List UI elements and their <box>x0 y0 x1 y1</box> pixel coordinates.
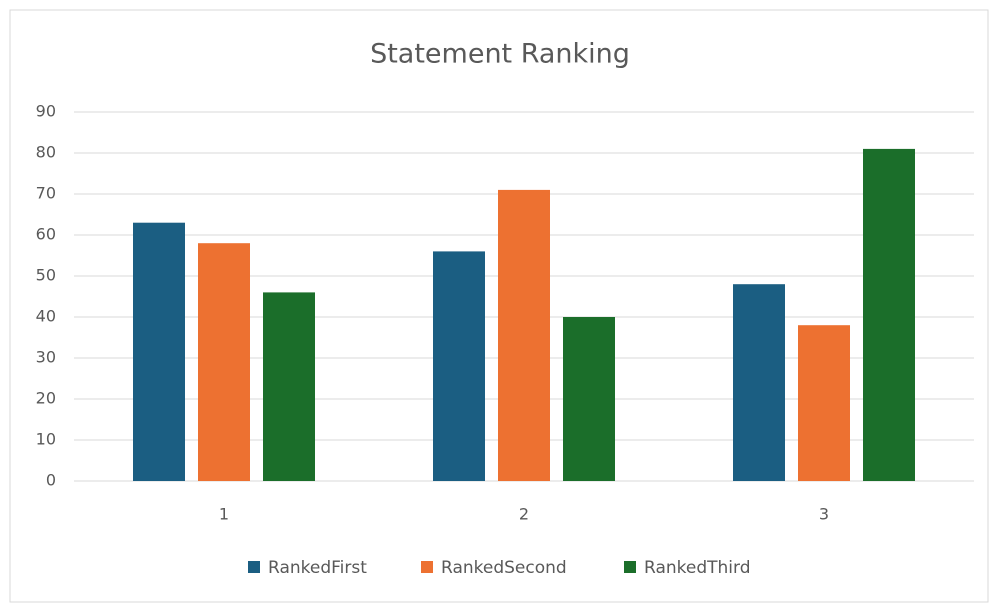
y-tick-label: 30 <box>36 348 56 367</box>
x-tick-label: 3 <box>819 505 829 524</box>
y-tick-label: 10 <box>36 430 56 449</box>
legend-label: RankedSecond <box>441 558 567 578</box>
bar <box>733 284 785 481</box>
y-tick-label: 80 <box>36 143 56 162</box>
legend-swatch <box>248 561 260 573</box>
y-tick-label: 40 <box>36 307 56 326</box>
chart-title: Statement Ranking <box>370 39 630 70</box>
legend-swatch <box>624 561 636 573</box>
bar <box>198 243 250 481</box>
y-tick-label: 50 <box>36 266 56 285</box>
x-tick-label: 2 <box>519 505 529 524</box>
y-tick-label: 70 <box>36 184 56 203</box>
bar <box>433 251 485 481</box>
bar <box>863 148 915 481</box>
bar <box>563 317 615 481</box>
bar <box>798 325 850 481</box>
bar <box>498 189 550 481</box>
y-tick-label: 20 <box>36 389 56 408</box>
y-tick-label: 0 <box>46 471 56 490</box>
legend-label: RankedFirst <box>268 558 367 578</box>
y-tick-label: 60 <box>36 225 56 244</box>
y-tick-label: 90 <box>36 102 56 121</box>
legend-label: RankedThird <box>644 558 750 578</box>
x-tick-label: 1 <box>219 505 229 524</box>
bar <box>133 222 185 481</box>
bar <box>263 292 315 481</box>
legend-swatch <box>421 561 433 573</box>
